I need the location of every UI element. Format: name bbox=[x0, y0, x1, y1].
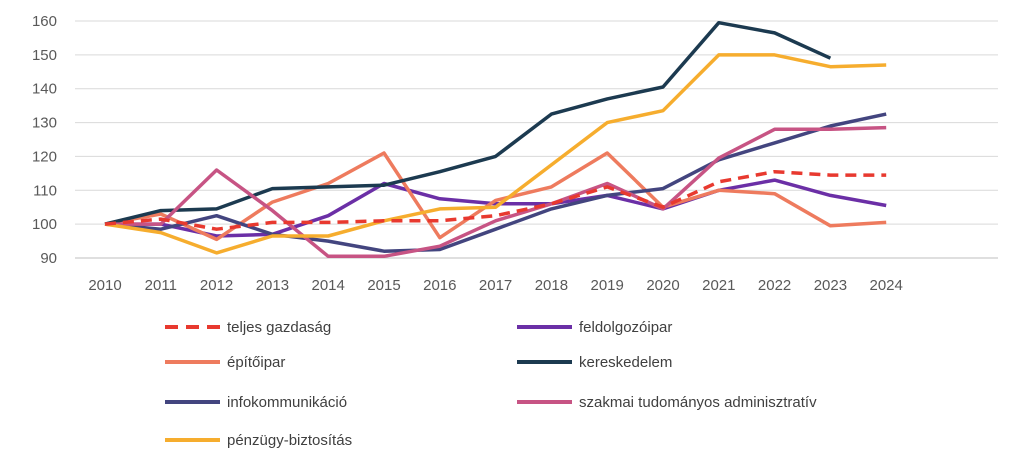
legend-label: építőipar bbox=[227, 354, 285, 371]
legend-label: feldolgozóipar bbox=[579, 319, 672, 336]
legend: teljes gazdaság feldolgozóipar építőipar ke… bbox=[165, 319, 817, 449]
legend-label: infokommunikáció bbox=[227, 394, 347, 411]
series-line-4 bbox=[104, 112, 887, 253]
series-line-1 bbox=[105, 178, 887, 238]
x-tick-label: 2013 bbox=[256, 277, 289, 294]
x-tick-label: 2022 bbox=[758, 277, 791, 294]
x-tick-label: 2016 bbox=[423, 277, 456, 294]
x-tick-label: 2012 bbox=[200, 277, 233, 294]
legend-item: pénzügy-biztosítás bbox=[165, 432, 352, 449]
x-tick-label: 2019 bbox=[591, 277, 624, 294]
legend-label: teljes gazdaság bbox=[227, 319, 331, 336]
legend-item: feldolgozóipar bbox=[517, 319, 672, 336]
legend-item: szakmai tudományos adminisztratív bbox=[517, 394, 817, 411]
x-tick-label: 2011 bbox=[145, 277, 177, 294]
x-tick-label: 2023 bbox=[814, 277, 847, 294]
series-lines bbox=[104, 20, 887, 259]
series-line-0 bbox=[104, 169, 887, 231]
x-tick-label: 2010 bbox=[88, 277, 121, 294]
legend-label: pénzügy-biztosítás bbox=[227, 432, 352, 449]
y-tick-label: 120 bbox=[32, 148, 57, 165]
y-tick-label: 90 bbox=[40, 250, 57, 267]
x-tick-label: 2015 bbox=[367, 277, 400, 294]
series-line-5 bbox=[105, 125, 887, 259]
series-line-6 bbox=[104, 53, 887, 255]
y-tick-label: 160 bbox=[32, 13, 57, 30]
x-tick-label: 2020 bbox=[646, 277, 679, 294]
series-line-2 bbox=[104, 151, 887, 242]
y-tick-label: 140 bbox=[32, 81, 57, 98]
legend-item: kereskedelem bbox=[517, 354, 672, 371]
y-tick-label: 100 bbox=[32, 216, 57, 233]
legend-item: teljes gazdaság bbox=[165, 319, 331, 336]
y-axis: 90 100 110 120 130 140 150 160 bbox=[32, 13, 57, 267]
y-tick-label: 150 bbox=[32, 47, 57, 64]
legend-item: építőipar bbox=[165, 354, 285, 371]
y-tick-label: 130 bbox=[32, 115, 57, 132]
y-tick-label: 110 bbox=[33, 182, 57, 199]
legend-label: szakmai tudományos adminisztratív bbox=[579, 394, 817, 411]
x-tick-label: 2018 bbox=[535, 277, 568, 294]
series-line-3 bbox=[104, 20, 832, 226]
legend-label: kereskedelem bbox=[579, 354, 672, 371]
x-axis: 2010 2011 2012 2013 2014 2015 2016 2017 2018 2019… bbox=[88, 277, 903, 294]
x-tick-label: 2014 bbox=[312, 277, 345, 294]
x-tick-label: 2024 bbox=[870, 277, 903, 294]
x-tick-label: 2021 bbox=[702, 277, 735, 294]
legend-item: infokommunikáció bbox=[165, 394, 347, 411]
x-tick-label: 2017 bbox=[479, 277, 512, 294]
